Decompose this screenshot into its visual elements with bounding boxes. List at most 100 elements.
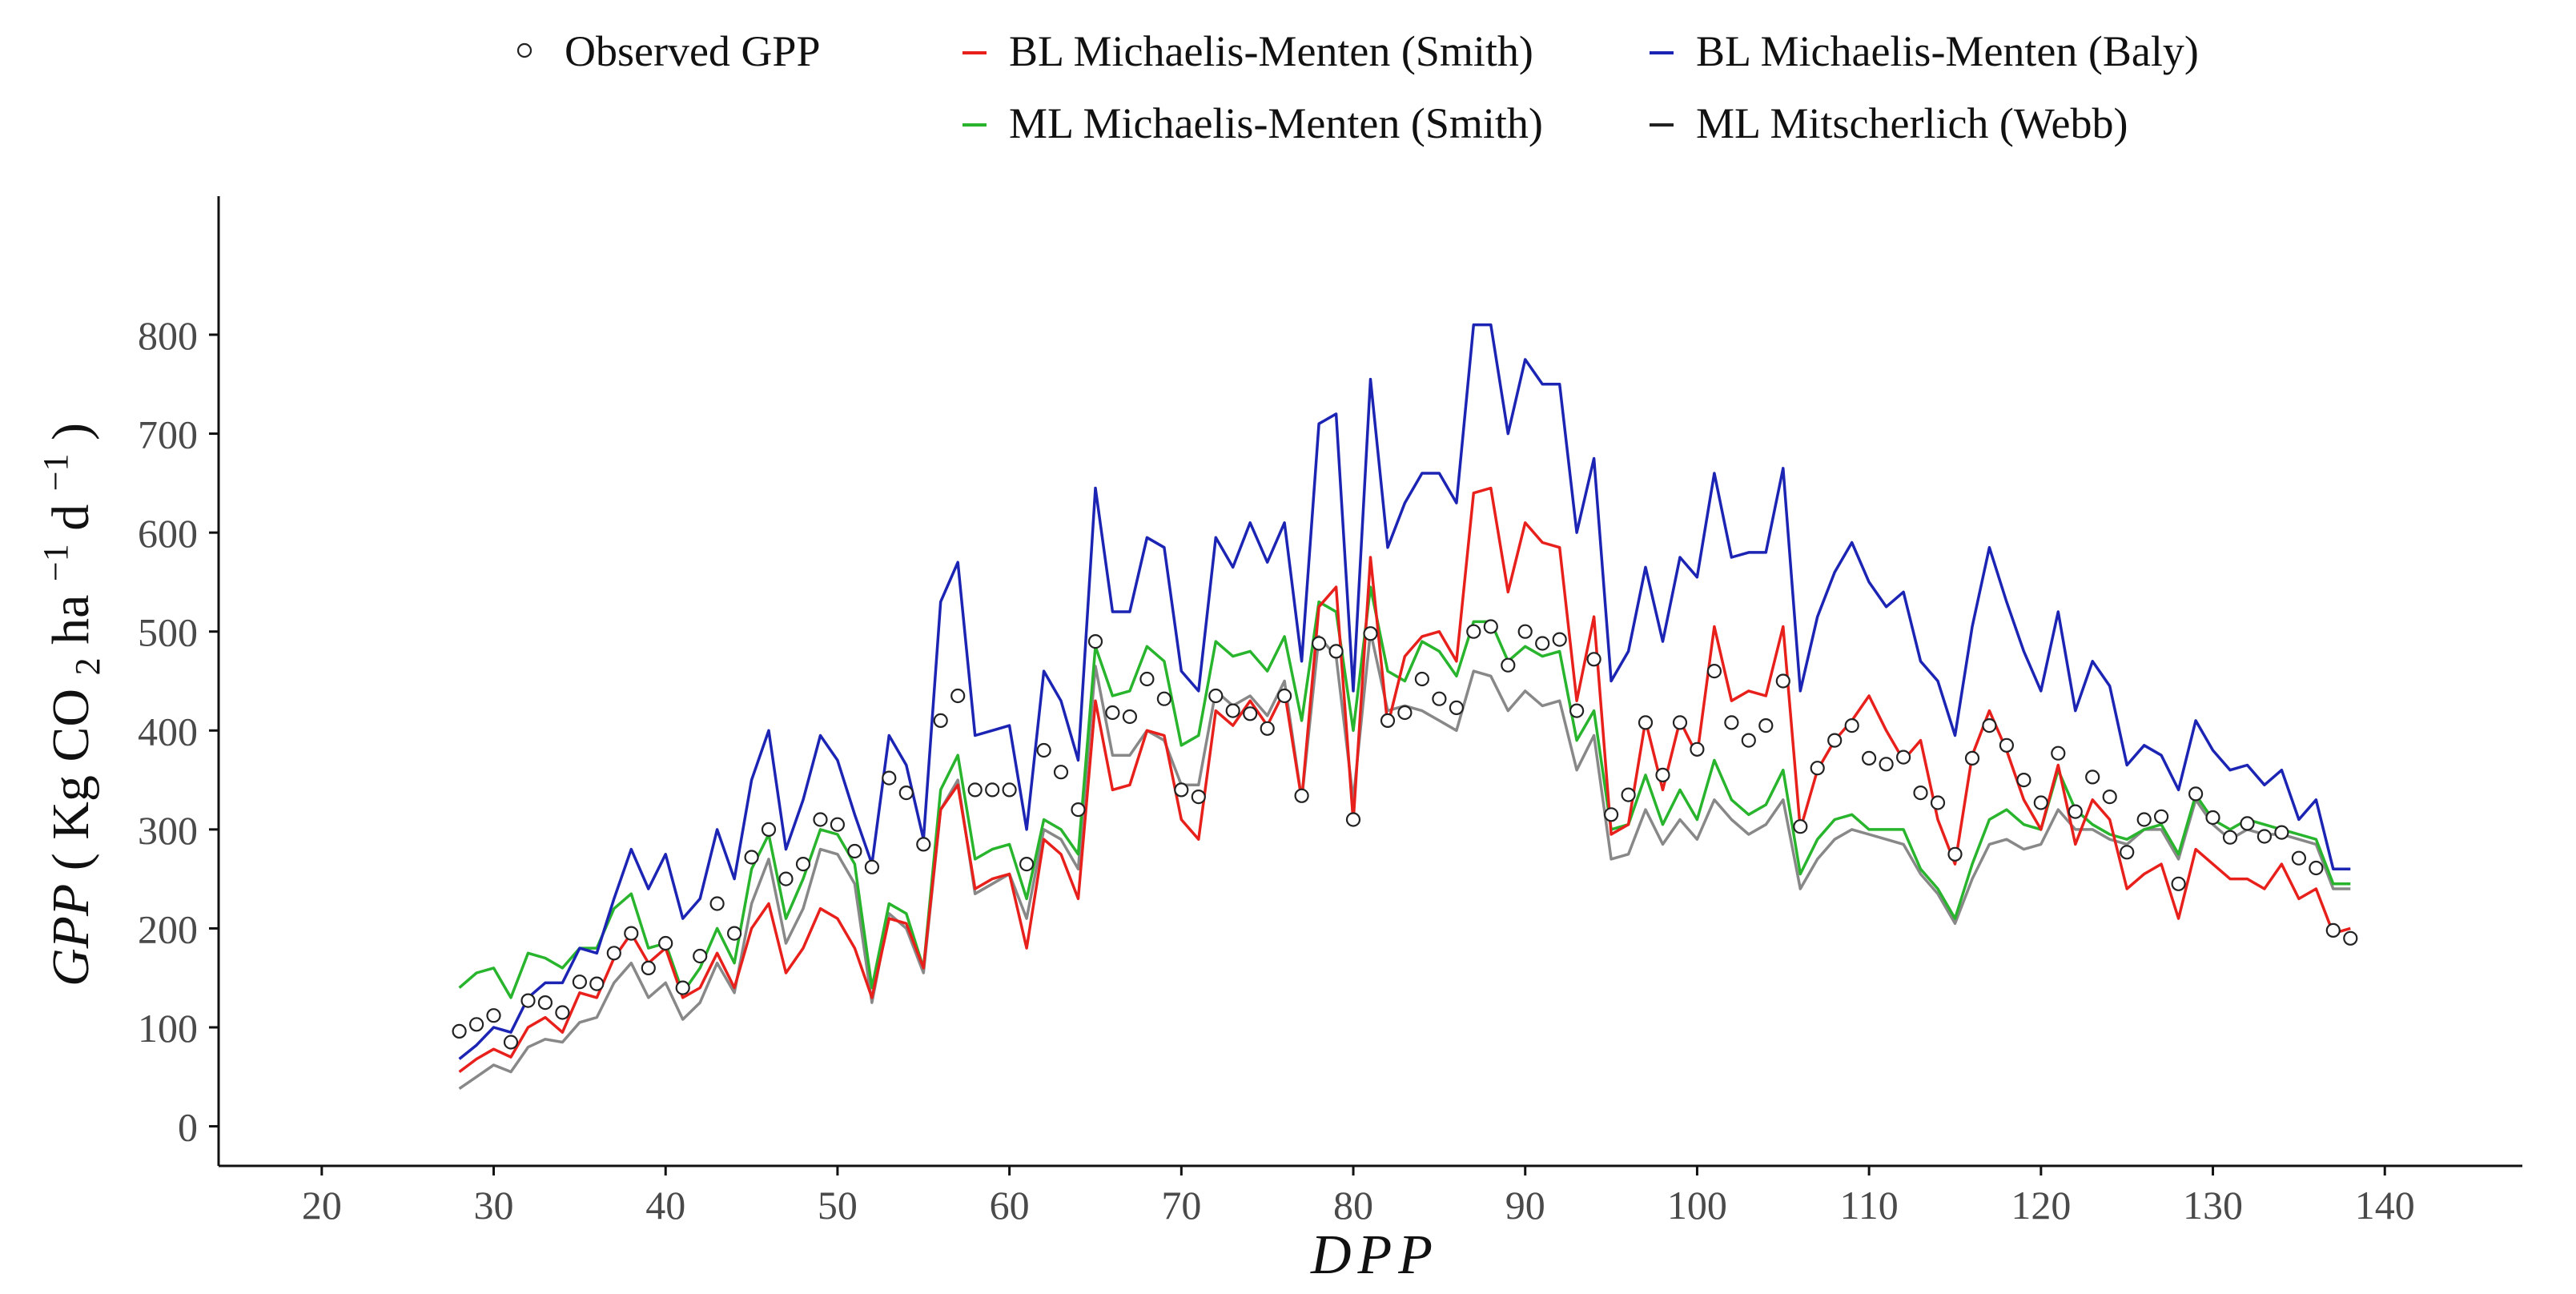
legend-bl-smith-label: BL Michaelis-Menten (Smith) <box>1009 27 1533 75</box>
legend: Observed GPP BL Michaelis-Menten (Smith)… <box>516 27 2199 147</box>
observed-point <box>693 948 708 964</box>
observed-point <box>1706 663 1722 679</box>
observed-point <box>2325 922 2341 938</box>
observed-point <box>1638 715 1654 730</box>
observed-point <box>1122 709 1138 725</box>
legend-ml-smith-label: ML Michaelis-Menten (Smith) <box>1009 99 1543 147</box>
observed-point <box>1775 673 1790 689</box>
observed-point <box>1449 700 1465 716</box>
observed-point <box>1174 782 1189 798</box>
observed-point <box>1345 812 1361 827</box>
observed-point <box>2033 795 2048 810</box>
x-tick-label: 20 <box>302 1183 342 1228</box>
y-tick-label: 800 <box>138 313 198 358</box>
observed-point <box>1432 691 1447 706</box>
observed-point <box>1071 802 1086 818</box>
observed-point <box>2205 810 2220 826</box>
y-tick-label: 400 <box>138 709 198 753</box>
observed-point <box>1930 795 1946 810</box>
y-tick-label: 100 <box>138 1006 198 1051</box>
x-ticks: 20 30 40 50 60 70 80 90 100 110 120 130 140 <box>302 1166 2415 1228</box>
observed-point <box>1328 644 1344 659</box>
observed-point <box>1758 717 1774 733</box>
observed-point <box>452 1023 467 1039</box>
observed-point <box>1793 819 1808 834</box>
observed-point <box>572 975 588 990</box>
observed-point <box>1208 688 1224 704</box>
y-tick-label: 600 <box>138 511 198 556</box>
observed-point <box>985 782 1000 798</box>
observed-point <box>2309 860 2324 876</box>
observed-point <box>916 837 931 852</box>
observed-point <box>2274 825 2289 840</box>
observed-point <box>967 782 983 798</box>
y-axis-label-close: ) <box>42 423 100 440</box>
observed-point <box>1156 691 1172 706</box>
observed-point <box>709 896 725 911</box>
y-axis-label-d: d <box>42 504 100 531</box>
series-line-ml-smith <box>458 585 2351 999</box>
observed-point <box>503 1035 519 1050</box>
observed-point <box>624 926 639 941</box>
observed-point <box>468 1017 484 1032</box>
observed-point <box>675 980 690 995</box>
observed-point <box>589 976 605 991</box>
x-tick-label: 30 <box>474 1183 514 1228</box>
observed-point <box>1586 652 1601 667</box>
observed-point <box>1294 788 1309 803</box>
observed-point <box>744 850 759 865</box>
y-axis-label-open: ( Kg CO <box>42 689 100 870</box>
observed-point <box>726 926 742 941</box>
observed-point <box>830 817 846 832</box>
observed-point <box>1517 624 1533 639</box>
observed-point <box>2240 816 2255 831</box>
y-tick-label: 300 <box>138 808 198 853</box>
observed-point <box>1414 671 1430 687</box>
observed-point <box>1053 765 1069 780</box>
observed-point <box>2188 786 2204 802</box>
observed-point <box>1655 767 1670 783</box>
x-tick-label: 90 <box>1505 1183 1545 1228</box>
observed-point <box>761 822 777 838</box>
observed-point <box>1810 761 1825 776</box>
series-layer <box>458 323 2351 1091</box>
observed-point <box>2171 876 2186 891</box>
x-axis-label: DPP <box>1310 1224 1439 1286</box>
observed-point <box>1311 636 1327 651</box>
observed-point <box>641 960 656 976</box>
observed-point <box>1535 636 1550 651</box>
observed-point <box>1036 742 1051 758</box>
observed-point <box>1913 785 1928 801</box>
y-tick-label: 700 <box>138 412 198 457</box>
observed-point <box>486 1008 501 1023</box>
observed-point <box>933 713 948 729</box>
x-tick-label: 50 <box>818 1183 858 1228</box>
observed-point <box>2051 745 2066 761</box>
observed-point <box>1603 807 1619 822</box>
x-tick-label: 100 <box>1667 1183 1727 1228</box>
observed-point <box>1105 705 1120 721</box>
legend-observed-marker <box>516 42 532 58</box>
series-line-bl-smith <box>458 486 2351 1074</box>
observed-point <box>1879 757 1894 772</box>
observed-point <box>1483 619 1498 634</box>
y-tick-label: 500 <box>138 610 198 655</box>
observed-point <box>2120 845 2135 860</box>
observed-point <box>1690 741 1705 757</box>
observed-point <box>795 856 811 872</box>
x-tick-label: 60 <box>990 1183 1030 1228</box>
observed-point <box>606 946 621 961</box>
x-tick-label: 130 <box>2183 1183 2243 1228</box>
observed-point <box>1827 733 1843 748</box>
observed-point <box>898 785 914 801</box>
observed-point <box>1363 626 1378 641</box>
legend-bl-baly-label: BL Michaelis-Menten (Baly) <box>1696 27 2199 75</box>
x-tick-label: 70 <box>1161 1183 1201 1228</box>
x-tick-label: 140 <box>2355 1183 2415 1228</box>
observed-point <box>1139 671 1155 687</box>
observed-point <box>2291 850 2306 866</box>
observed-point <box>2343 930 2358 946</box>
observed-point <box>1896 749 1911 765</box>
